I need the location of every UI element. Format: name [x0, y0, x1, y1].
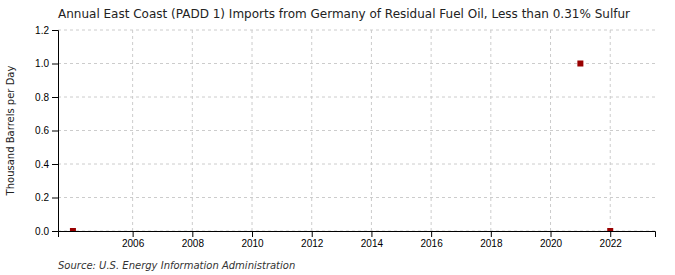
tick: 2008	[182, 231, 205, 249]
tick-label: 2022	[600, 238, 623, 249]
tick-mark	[52, 30, 58, 31]
grid-line	[58, 97, 655, 98]
y-axis-label: Thousand Barrels per Day	[5, 66, 16, 197]
tick: 0.6	[35, 125, 58, 136]
title: Annual East Coast (PADD 1) Imports from …	[58, 7, 630, 21]
grid-line	[58, 30, 655, 31]
tick-mark	[371, 231, 372, 237]
tick-mark	[52, 164, 58, 165]
tick-label: 2008	[182, 238, 205, 249]
points	[70, 61, 613, 232]
grid	[58, 30, 655, 231]
tick-mark	[192, 231, 193, 237]
tick: 2012	[301, 231, 324, 249]
tick-mark	[52, 64, 58, 65]
tick-mark	[431, 231, 432, 237]
tick-mark	[491, 231, 492, 237]
point	[577, 61, 583, 67]
tick-label: 0.8	[35, 92, 49, 103]
tick-mark	[610, 231, 611, 237]
tick-label: 2012	[301, 238, 324, 249]
axis-line	[59, 232, 656, 238]
tick-label: 1.2	[35, 25, 49, 36]
tick-label: 2016	[421, 238, 444, 249]
tick-label: 1.0	[35, 58, 49, 69]
chart: 2006200820102012201420162018202020220.00…	[0, 0, 675, 275]
tick: 2016	[421, 231, 444, 249]
tick-mark	[52, 198, 58, 199]
tick: 2022	[600, 231, 623, 249]
tick-label: 2010	[241, 238, 264, 249]
grid-line	[58, 130, 655, 131]
tick-label: 0.6	[35, 125, 49, 136]
axis-line	[52, 31, 59, 232]
tick-mark	[52, 231, 58, 232]
tick-mark	[52, 97, 58, 98]
tick: 2006	[122, 231, 145, 249]
tick: 2010	[241, 231, 264, 249]
tick-label: 2020	[540, 238, 563, 249]
tick: 0.4	[35, 159, 58, 170]
grid-line	[58, 197, 655, 198]
grid-line	[58, 164, 655, 165]
point	[70, 228, 76, 231]
plot: 2006200820102012201420162018202020220.00…	[35, 25, 655, 249]
tick: 0.2	[35, 192, 58, 203]
point	[607, 228, 613, 231]
tick-label: 0.0	[35, 226, 49, 237]
y-axis: 0.0 0.2 0.4 0.6 0.8 1.0 1.2	[35, 25, 58, 237]
tick-mark	[551, 231, 552, 237]
tick-label: 2006	[122, 238, 145, 249]
source: Source: U.S. Energy Information Administ…	[58, 260, 295, 271]
tick-label: 2014	[361, 238, 384, 249]
tick-mark	[252, 231, 253, 237]
tick-mark	[52, 131, 58, 132]
tick: 0.8	[35, 92, 58, 103]
tick: 1.2	[35, 25, 58, 36]
x-axis: 2006 2008 2010 2012 2014 2016 2018 2020 2022	[59, 231, 656, 249]
tick: 2018	[480, 231, 503, 249]
grid-line	[58, 63, 655, 64]
tick: 2014	[361, 231, 384, 249]
tick-mark	[133, 231, 134, 237]
tick-label: 0.4	[35, 159, 49, 170]
tick: 1.0	[35, 58, 58, 69]
tick-mark	[312, 231, 313, 237]
tick-label: 0.2	[35, 192, 49, 203]
tick-label: 2018	[480, 238, 503, 249]
tick: 0.0	[35, 226, 58, 237]
tick: 2020	[540, 231, 563, 249]
